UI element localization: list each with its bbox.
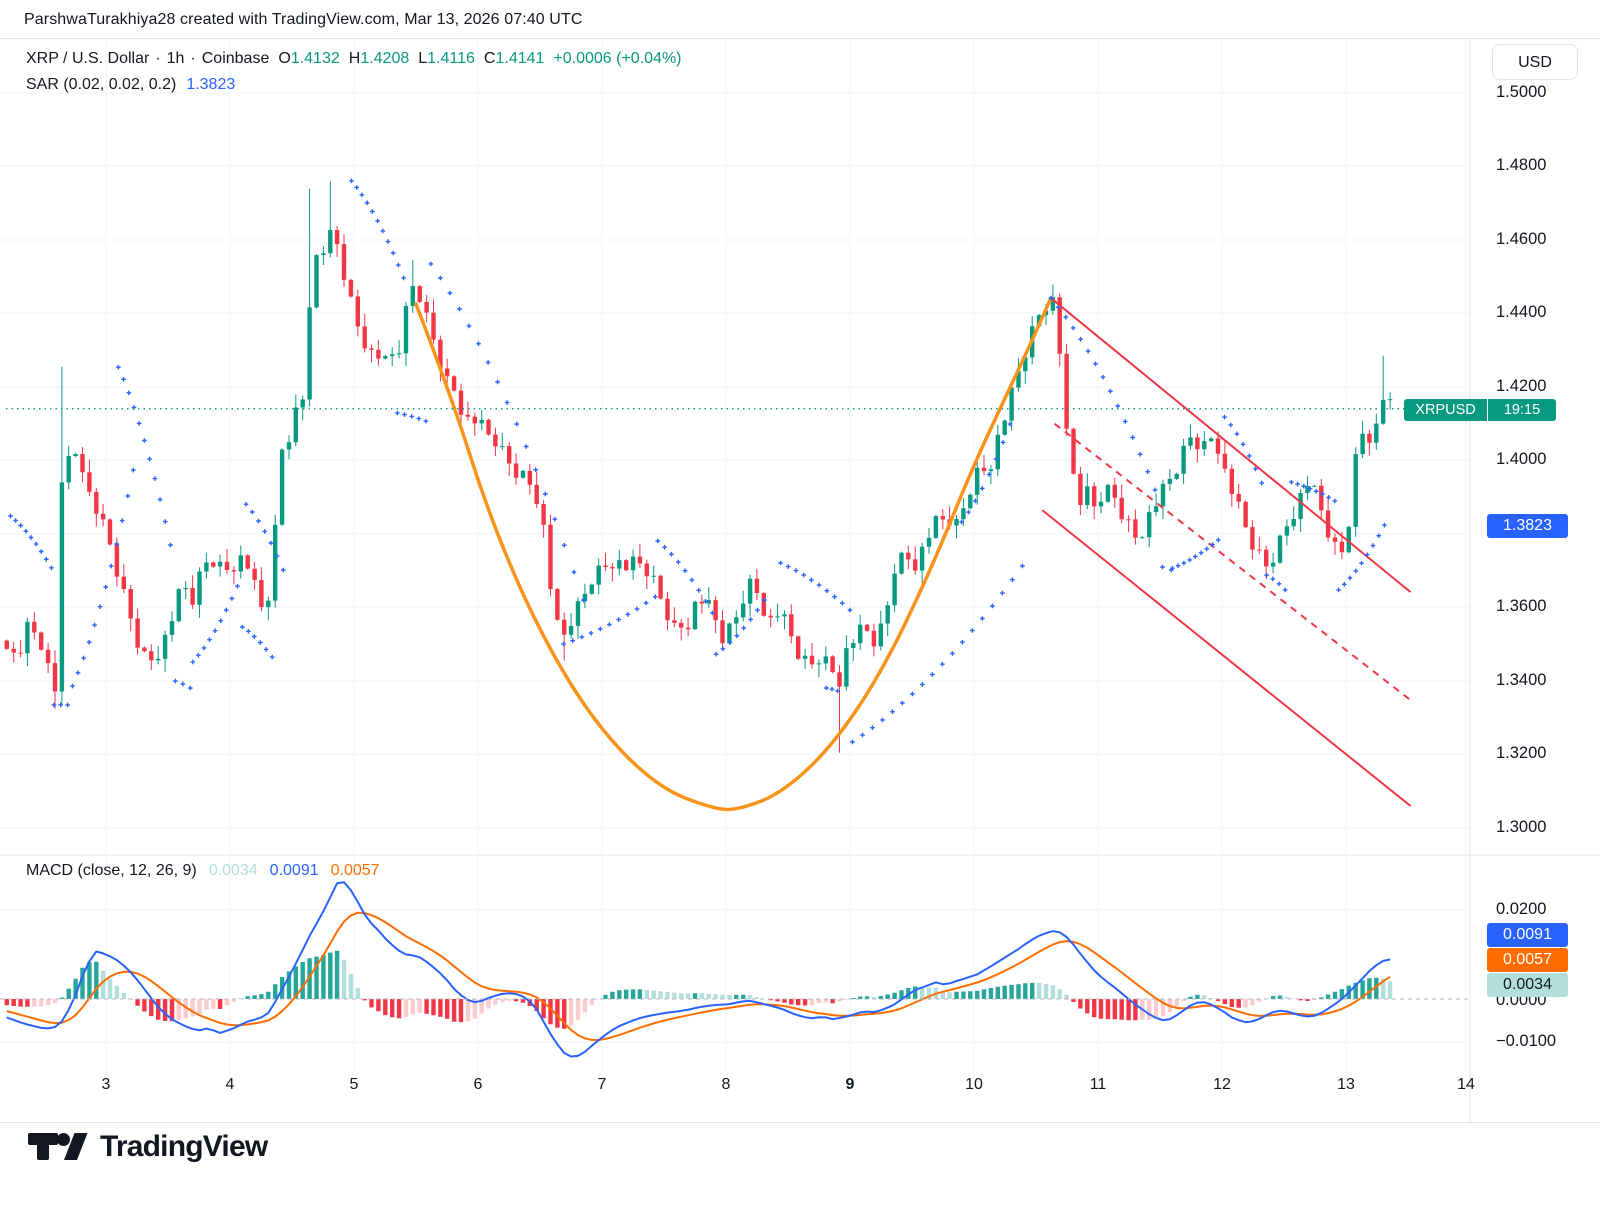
sar-indicator-name: SAR (0.02, 0.02, 0.2) (26, 76, 177, 93)
price-axis-label: 1.4000 (1496, 450, 1547, 468)
time-axis-label: 9 (845, 1076, 855, 1093)
channel-upper-drawing[interactable] (1050, 297, 1412, 593)
channel-mid-dashed-drawing[interactable] (1053, 422, 1412, 701)
gridlines (0, 38, 1600, 1123)
time-axis-label: 13 (1337, 1076, 1355, 1093)
ohlc-close: C1.4141 (483, 50, 545, 67)
macd-indicator-name: MACD (close, 12, 26, 9) (26, 862, 197, 879)
price-axis-label: 1.4800 (1496, 156, 1547, 174)
macd-axis-label: 0.0200 (1496, 900, 1547, 918)
time-axis-label: 7 (597, 1076, 607, 1093)
time-axis-label: 6 (473, 1076, 483, 1093)
chart-frame (0, 38, 1600, 1123)
attribution-header: ParshwaTurakhiya28 created with TradingV… (24, 11, 583, 29)
interval-label: 1h (166, 50, 185, 67)
price-axis-label: 1.4600 (1496, 230, 1547, 248)
cup-curve-drawing[interactable] (414, 296, 1053, 812)
ohlc-high: H1.4208 (348, 50, 410, 67)
macd-value-chip: 0.0091 (1487, 923, 1568, 947)
macd-line (6, 881, 1391, 1058)
sar-price-chip: 1.3823 (1487, 514, 1568, 538)
macd-pane (4, 881, 1393, 1058)
time-axis-label: 5 (349, 1076, 359, 1093)
macd-signal-line (6, 911, 1391, 1041)
price-axis-label: 1.3000 (1496, 818, 1547, 836)
time-axis-label: 11 (1089, 1076, 1107, 1093)
price-axis-label: 1.4200 (1496, 377, 1547, 395)
price-axis-label: 1.3400 (1496, 671, 1547, 689)
macd-line-value: 0.0091 (269, 862, 319, 879)
macd-axis[interactable] (1470, 855, 1600, 1066)
exchange-label: Coinbase (201, 50, 270, 67)
symbol-legend-row[interactable]: XRP / U.S. Dollar · 1h · Coinbase O1.413… (26, 50, 682, 68)
legend-separator: · (155, 50, 161, 67)
symbol-title: XRP / U.S. Dollar (26, 50, 150, 67)
sar-indicator-value: 1.3823 (186, 76, 236, 93)
price-axis-label: 1.3200 (1496, 744, 1547, 762)
change-label: +0.0006 (+0.04%) (553, 50, 682, 67)
macd-hist-up (59, 950, 1379, 999)
footer: TradingView (28, 1124, 268, 1170)
macd-hist-chip: 0.0034 (1487, 973, 1568, 997)
time-axis-label: 4 (225, 1076, 235, 1093)
channel-lower-drawing[interactable] (1041, 509, 1412, 807)
time-axis[interactable] (0, 1066, 1470, 1123)
price-axis[interactable] (1470, 38, 1600, 855)
time-axis-label: 8 (721, 1076, 731, 1093)
sar-legend-row[interactable]: SAR (0.02, 0.02, 0.2) 1.3823 (26, 76, 235, 94)
tradingview-logo-icon[interactable] (28, 1126, 90, 1168)
price-axis-label: 1.4400 (1496, 303, 1547, 321)
macd-legend-row[interactable]: MACD (close, 12, 26, 9) 0.0034 0.0091 0.… (26, 862, 380, 880)
price-pane (4, 178, 1412, 812)
price-axis-label: 1.3600 (1496, 597, 1547, 615)
time-axis-label: 14 (1457, 1076, 1475, 1093)
bar-countdown: 19:15 (1503, 402, 1541, 418)
macd-hist-value: 0.0034 (208, 862, 258, 879)
macd-axis-label: −0.0100 (1496, 1032, 1557, 1050)
legend-separator: · (190, 50, 196, 67)
currency-toggle-button[interactable]: USD (1492, 44, 1578, 80)
sar-dots (8, 178, 1387, 745)
macd-signal-value: 0.0057 (330, 862, 380, 879)
macd-signal-chip: 0.0057 (1487, 948, 1568, 972)
time-axis-label: 3 (101, 1076, 111, 1093)
ohlc-low: L1.4116 (418, 50, 475, 67)
symbol-countdown-tag[interactable]: XRPUSD 19:15 (1404, 399, 1556, 421)
time-axis-label: 12 (1213, 1076, 1231, 1093)
price-axis-label: 1.5000 (1496, 83, 1547, 101)
attribution-text: ParshwaTurakhiya28 created with TradingV… (24, 11, 583, 28)
time-axis-label: 10 (965, 1076, 983, 1093)
tradingview-brand[interactable]: TradingView (100, 1130, 268, 1163)
symbol-tag-label: XRPUSD (1404, 399, 1488, 421)
ohlc-open: O1.4132 (278, 50, 340, 67)
